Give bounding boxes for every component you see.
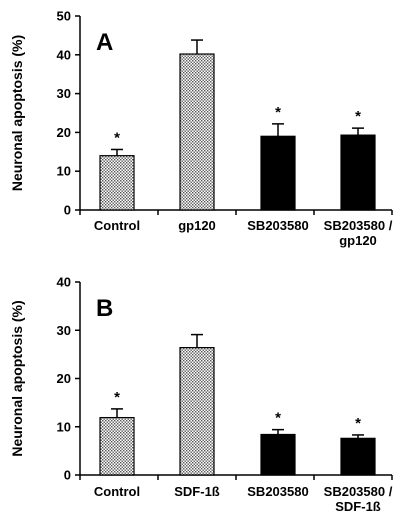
chart-panel-b: 0 10 20 30 40 Neuronal apoptosis (%) B * Control…: [9, 275, 393, 514]
bar: [179, 347, 215, 476]
significance-marker: *: [114, 129, 120, 146]
category-label: gp120: [178, 218, 216, 233]
significance-marker: *: [114, 389, 120, 406]
bar: [340, 134, 376, 211]
panel-label: A: [96, 29, 113, 56]
bar: [99, 155, 135, 211]
category-label: SB203580: [247, 218, 308, 233]
category-label: Control: [94, 218, 140, 233]
category-label: gp120: [339, 233, 377, 248]
y-tick-label: 20: [57, 125, 71, 140]
y-axis-title: Neuronal apoptosis (%): [9, 300, 25, 456]
y-tick-label: 50: [57, 9, 71, 24]
category-label: SB203580: [247, 484, 308, 499]
y-tick-label: 0: [64, 468, 71, 483]
y-tick-label: 0: [64, 203, 71, 218]
bar: [99, 416, 135, 476]
category-label: SDF-1ß: [174, 484, 220, 499]
bar: [260, 135, 296, 211]
category-label: SB203580 /: [324, 218, 393, 233]
significance-marker: *: [275, 104, 281, 121]
y-tick-label: 30: [57, 323, 71, 338]
category-label: SDF-1ß: [335, 499, 381, 514]
bar: [179, 53, 215, 211]
y-tick-label: 10: [57, 164, 71, 179]
bar: [340, 437, 376, 476]
bar: [260, 433, 296, 476]
category-label: Control: [94, 484, 140, 499]
significance-marker: *: [355, 108, 361, 125]
significance-marker: *: [355, 415, 361, 432]
significance-marker: *: [275, 410, 281, 427]
y-tick-label: 10: [57, 419, 71, 434]
y-tick-label: 40: [57, 275, 71, 290]
y-tick-label: 30: [57, 86, 71, 101]
category-label: SB203580 /: [324, 484, 393, 499]
y-axis-title: Neuronal apoptosis (%): [9, 35, 25, 191]
panel-label: B: [96, 295, 113, 322]
y-tick-label: 40: [57, 47, 71, 62]
chart-panel-a: 0 10 20 30 40 50 Neuronal apoptosis (%) A * Contr…: [9, 9, 393, 248]
y-tick-label: 20: [57, 371, 71, 386]
